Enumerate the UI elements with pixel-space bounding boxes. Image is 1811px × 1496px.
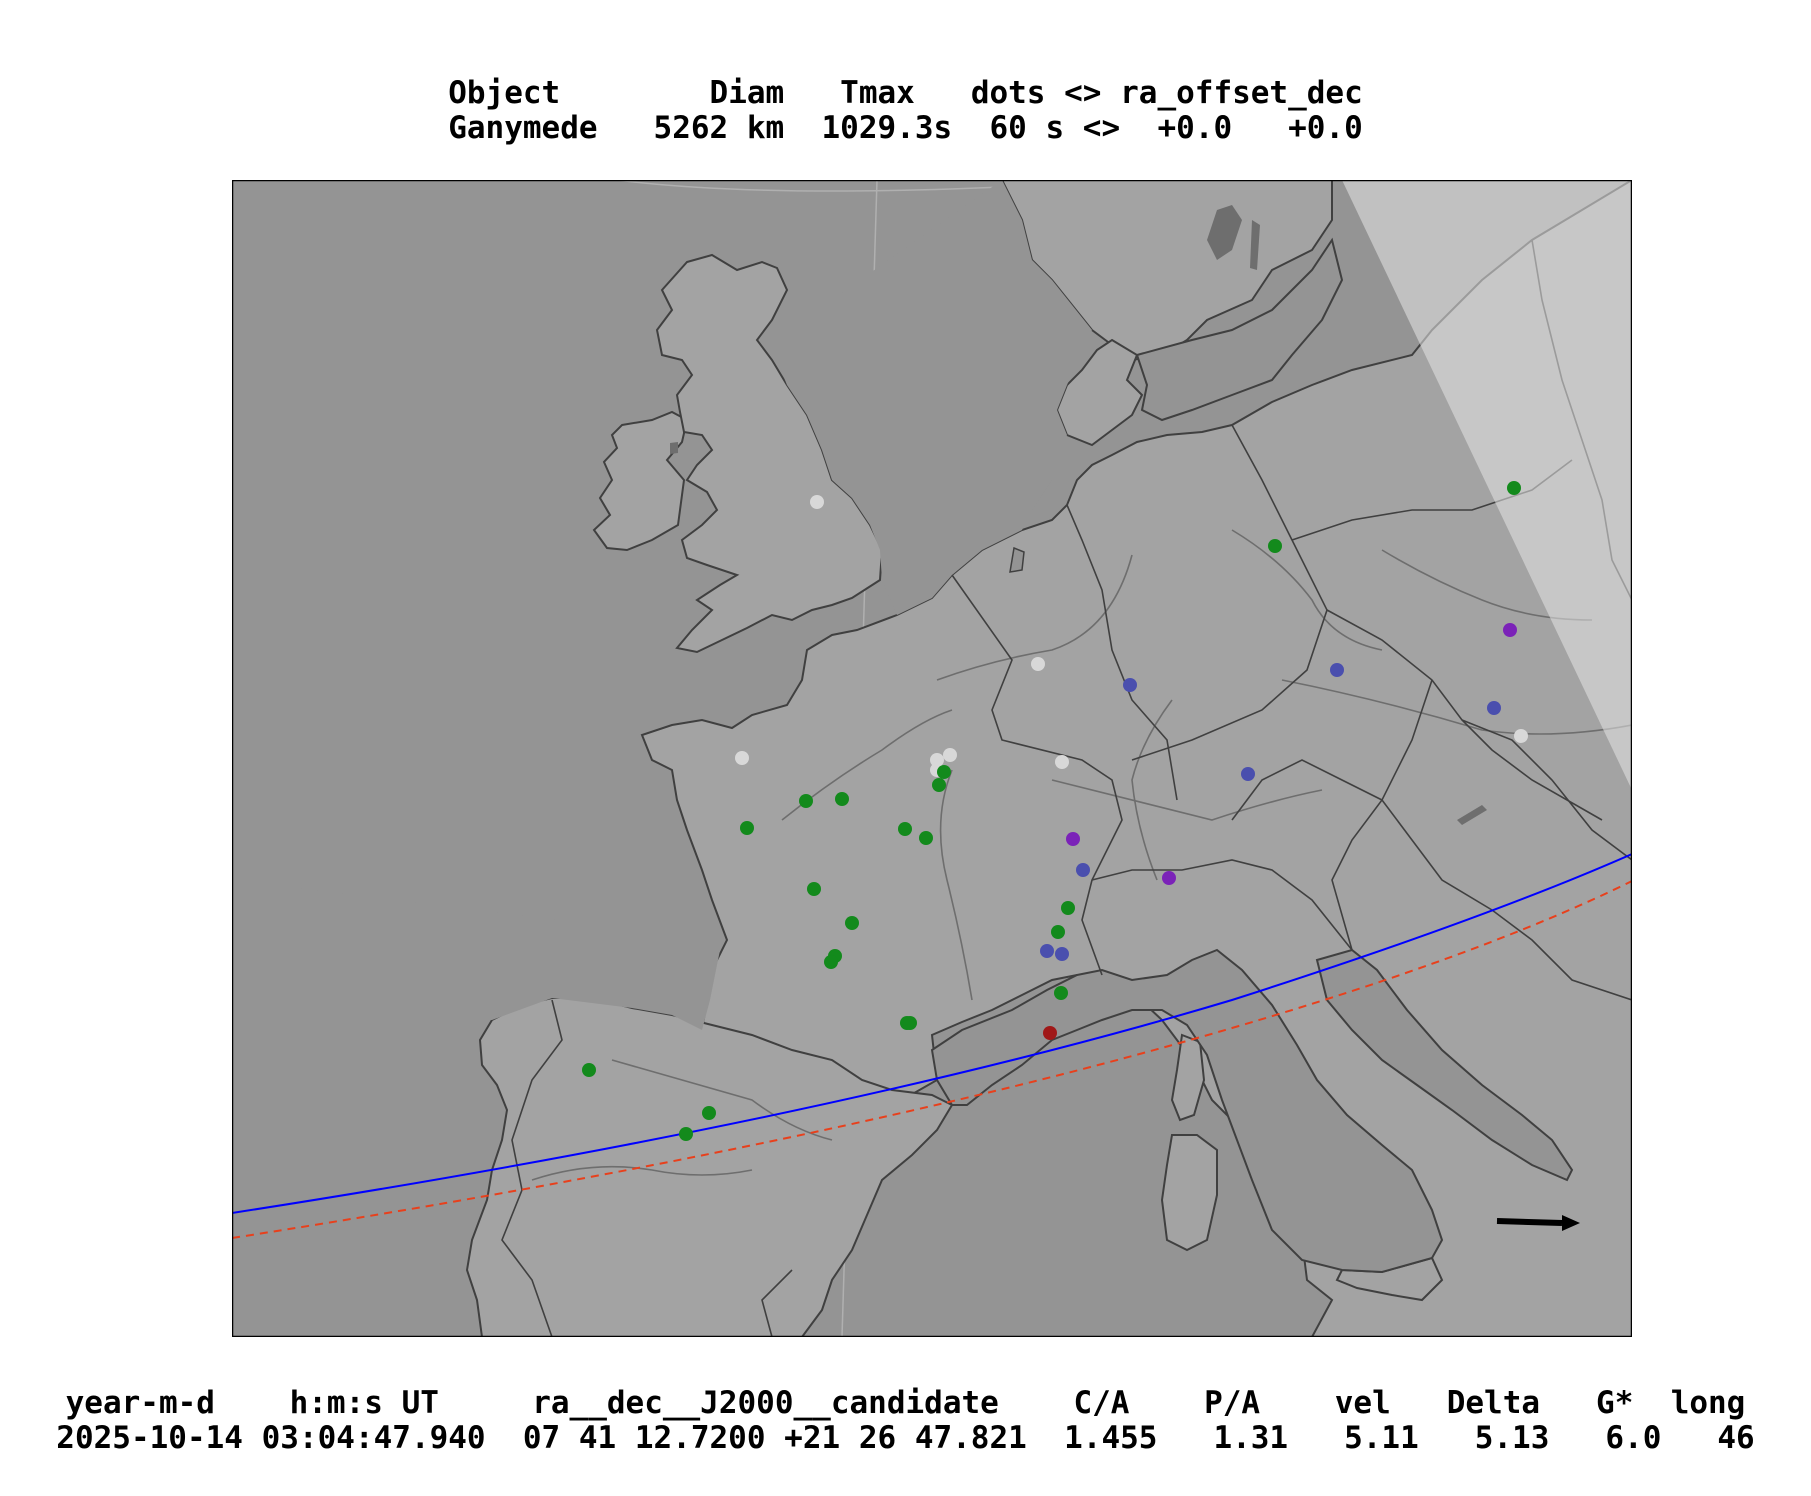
land-corsica — [1170, 1033, 1206, 1122]
observer-site — [1330, 663, 1344, 677]
observer-site — [930, 753, 944, 767]
observer-site — [810, 495, 824, 509]
observer-site — [1123, 678, 1137, 692]
observer-site — [932, 778, 946, 792]
observer-site — [1055, 755, 1069, 769]
observer-site — [937, 765, 951, 779]
occultation-map — [232, 180, 1632, 1337]
observer-site — [903, 1016, 917, 1030]
land-denmark — [1055, 338, 1144, 447]
observer-site — [582, 1063, 596, 1077]
footer-line-1: year-m-d h:m:s UT ra__dec__J2000__candid… — [65, 1385, 1746, 1421]
daylight-region — [1342, 180, 1632, 790]
observer-site — [1162, 871, 1176, 885]
observer-site — [1076, 863, 1090, 877]
observer-site — [740, 821, 754, 835]
observer-site — [1055, 947, 1069, 961]
observer-site — [679, 1127, 693, 1141]
observer-site — [1066, 832, 1080, 846]
sea-mediterranean — [930, 948, 1444, 1274]
observer-site — [898, 822, 912, 836]
direction-of-motion-arrow — [1496, 1215, 1580, 1231]
observer-site — [1043, 1026, 1057, 1040]
sea-baltic — [1135, 237, 1344, 422]
observer-site — [1514, 729, 1528, 743]
central-path-line — [232, 853, 1632, 1214]
footer-line-2: 2025-10-14 03:04:47.940 07 41 12.7200 +2… — [56, 1420, 1755, 1456]
observer-site — [824, 955, 838, 969]
observer-site — [735, 751, 749, 765]
sea-biscay — [232, 880, 722, 1030]
observer-site — [799, 794, 813, 808]
observer-site — [835, 792, 849, 806]
observer-site — [1503, 623, 1517, 637]
observer-site — [943, 748, 957, 762]
observer-site — [807, 882, 821, 896]
observer-site — [1054, 986, 1068, 1000]
lake-ijsselmeer — [1009, 546, 1025, 573]
header-line-2: Ganymede 5262 km 1029.3s 60 s <> +0.0 +0… — [448, 110, 1363, 146]
observer-site — [1507, 481, 1521, 495]
observer-site — [919, 831, 933, 845]
land-sardinia — [1160, 1134, 1218, 1252]
land-great-britain — [655, 253, 884, 654]
lake-vattern — [1250, 220, 1260, 270]
map-frame — [232, 180, 1632, 1337]
observer-site — [1051, 925, 1065, 939]
lake-vanern — [1207, 205, 1242, 260]
sea-north — [777, 180, 1092, 615]
observer-site — [1031, 657, 1045, 671]
observer-site — [1268, 539, 1282, 553]
sea-adriatic — [1315, 948, 1574, 1182]
observer-site — [845, 916, 859, 930]
header-line-1: Object Diam Tmax dots <> ra_offset_dec — [448, 75, 1363, 111]
observer-site — [1040, 944, 1054, 958]
observer-site — [1487, 701, 1501, 715]
observer-sites — [582, 481, 1528, 1141]
observer-site — [702, 1106, 716, 1120]
observer-site — [1241, 767, 1255, 781]
lake-neagh — [670, 442, 678, 454]
observer-site — [1061, 901, 1075, 915]
limit-path-line — [232, 880, 1632, 1239]
lake-balaton — [1457, 805, 1487, 825]
